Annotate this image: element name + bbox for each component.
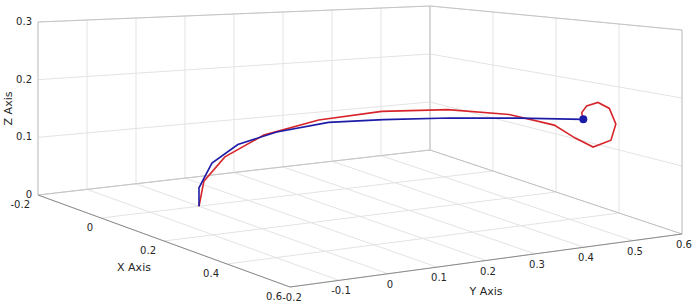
svg-text:0.4: 0.4 (578, 252, 594, 263)
svg-text:0.6: 0.6 (266, 291, 282, 302)
svg-text:0.1: 0.1 (16, 131, 32, 142)
svg-text:0: 0 (87, 222, 93, 233)
svg-text:0: 0 (25, 189, 32, 200)
svg-text:0.4: 0.4 (203, 268, 219, 279)
svg-text:0: 0 (387, 279, 393, 290)
svg-text:0.3: 0.3 (16, 16, 32, 27)
svg-text:0.5: 0.5 (627, 246, 643, 257)
svg-text:Y Axis: Y Axis (468, 285, 502, 298)
svg-text:0.1: 0.1 (431, 272, 447, 283)
svg-text:-0.2: -0.2 (282, 292, 302, 302)
svg-text:0.2: 0.2 (16, 74, 32, 85)
svg-text:0.2: 0.2 (480, 266, 496, 277)
svg-text:X Axis: X Axis (117, 261, 151, 274)
svg-text:0.3: 0.3 (529, 259, 545, 270)
svg-text:0.6: 0.6 (676, 239, 692, 250)
svg-text:0.2: 0.2 (140, 245, 156, 256)
svg-text:Z Axis: Z Axis (8, 91, 15, 125)
svg-text:-0.1: -0.1 (331, 285, 351, 296)
svg-text:-0.2: -0.2 (10, 199, 30, 210)
